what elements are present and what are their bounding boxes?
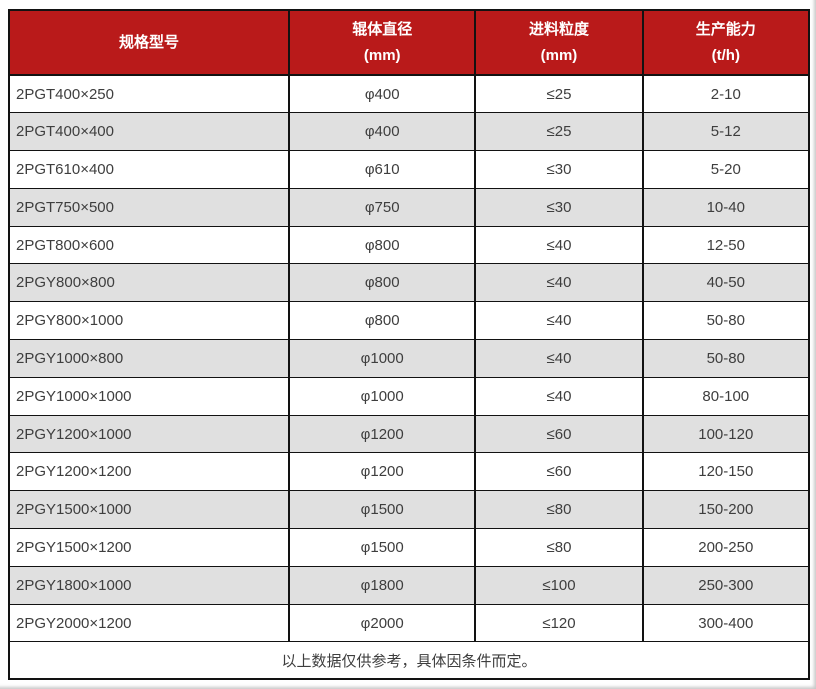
table-row: 2PGT800×600 φ800 ≤40 12-50 [8, 225, 811, 265]
cell-model: 2PGT400×400 [8, 112, 290, 152]
header-title: 进料粒度 [528, 20, 589, 38]
cell-roller-diameter: φ400 [287, 112, 477, 152]
header-unit: (t/h) [711, 46, 740, 64]
cell-capacity: 5-12 [641, 112, 811, 152]
cell-feed-size: ≤60 [474, 414, 644, 454]
footer-note: 以上数据仅供参考，具体因条件而定。 [8, 641, 810, 680]
header-title: 生产能力 [695, 20, 756, 38]
cell-feed-size: ≤25 [474, 112, 644, 152]
cell-capacity: 50-80 [641, 301, 811, 341]
cell-model: 2PGY1000×1000 [8, 376, 290, 416]
cell-capacity: 100-120 [641, 414, 811, 454]
cell-feed-size: ≤120 [474, 603, 644, 643]
header-cell-feed-size: 进料粒度 (mm) [474, 9, 644, 76]
table-row: 2PGY1200×1200 φ1200 ≤60 120-150 [8, 452, 811, 492]
cell-feed-size: ≤25 [474, 74, 644, 114]
table-header-row: 规格型号 辊体直径 (mm) 进料粒度 (mm) 生产能力 (t/h) [8, 9, 811, 76]
cell-model: 2PGY1000×800 [8, 339, 290, 378]
cell-model: 2PGY2000×1200 [8, 603, 290, 643]
table-footer-row: 以上数据仅供参考，具体因条件而定。 [8, 641, 810, 680]
cell-capacity: 12-50 [641, 225, 811, 265]
cell-model: 2PGT750×500 [8, 187, 290, 227]
cell-roller-diameter: φ1500 [287, 490, 477, 530]
cell-feed-size: ≤40 [474, 225, 644, 265]
table-row: 2PGY800×800 φ800 ≤40 40-50 [8, 263, 811, 303]
table-row: 2PGY1000×800 φ1000 ≤40 50-80 [8, 339, 811, 378]
cell-feed-size: ≤40 [474, 263, 644, 303]
cell-feed-size: ≤40 [474, 301, 644, 341]
cell-model: 2PGY1200×1000 [8, 414, 290, 454]
table-row: 2PGY1200×1000 φ1200 ≤60 100-120 [8, 414, 811, 454]
table-row: 2PGY2000×1200 φ2000 ≤120 300-400 [8, 603, 811, 643]
spec-table-body: 2PGT400×250 φ400 ≤25 2-10 2PGT400×400 φ400 ≤25… [8, 74, 811, 643]
cell-capacity: 5-20 [641, 150, 811, 189]
spec-table-foot: 以上数据仅供参考，具体因条件而定。 [8, 641, 810, 680]
cell-roller-diameter: φ800 [287, 301, 477, 341]
cell-capacity: 80-100 [641, 376, 811, 416]
cell-capacity: 50-80 [641, 339, 811, 378]
header-cell-capacity: 生产能力 (t/h) [641, 9, 811, 76]
table-row: 2PGT750×500 φ750 ≤30 10-40 [8, 187, 811, 227]
cell-capacity: 120-150 [641, 452, 811, 492]
header-cell-roller-diameter: 辊体直径 (mm) [287, 9, 477, 76]
header-cell-model: 规格型号 [8, 9, 290, 76]
cell-capacity: 2-10 [641, 74, 811, 114]
cell-capacity: 300-400 [641, 603, 811, 643]
spec-table: 规格型号 辊体直径 (mm) 进料粒度 (mm) 生产能力 (t/h) 2PGT… [8, 9, 811, 680]
cell-feed-size: ≤100 [474, 565, 644, 605]
cell-capacity: 200-250 [641, 528, 811, 567]
cell-feed-size: ≤60 [474, 452, 644, 492]
cell-feed-size: ≤80 [474, 528, 644, 567]
cell-model: 2PGY800×1000 [8, 301, 290, 341]
cell-roller-diameter: φ2000 [287, 603, 477, 643]
cell-model: 2PGY1200×1200 [8, 452, 290, 492]
table-row: 2PGY1800×1000 φ1800 ≤100 250-300 [8, 565, 811, 605]
cell-model: 2PGT800×600 [8, 225, 290, 265]
cell-model: 2PGY1500×1200 [8, 528, 290, 567]
cell-roller-diameter: φ400 [287, 74, 477, 114]
cell-model: 2PGT400×250 [8, 74, 290, 114]
header-title: 辊体直径 [352, 20, 413, 38]
cell-feed-size: ≤40 [474, 376, 644, 416]
cell-roller-diameter: φ1500 [287, 528, 477, 567]
table-row: 2PGT400×400 φ400 ≤25 5-12 [8, 112, 811, 152]
cell-roller-diameter: φ610 [287, 150, 477, 189]
cell-roller-diameter: φ800 [287, 263, 477, 303]
table-row: 2PGY1000×1000 φ1000 ≤40 80-100 [8, 376, 811, 416]
cell-model: 2PGY1800×1000 [8, 565, 290, 605]
header-title: 规格型号 [118, 33, 179, 51]
cell-roller-diameter: φ1800 [287, 565, 477, 605]
cell-capacity: 10-40 [641, 187, 811, 227]
table-row: 2PGY800×1000 φ800 ≤40 50-80 [8, 301, 811, 341]
cell-capacity: 250-300 [641, 565, 811, 605]
cell-model: 2PGY1500×1000 [8, 490, 290, 530]
cell-roller-diameter: φ1000 [287, 339, 477, 378]
cell-feed-size: ≤30 [474, 187, 644, 227]
cell-model: 2PGY800×800 [8, 263, 290, 303]
table-row: 2PGY1500×1000 φ1500 ≤80 150-200 [8, 490, 811, 530]
cell-roller-diameter: φ1200 [287, 414, 477, 454]
cell-capacity: 40-50 [641, 263, 811, 303]
table-row: 2PGT610×400 φ610 ≤30 5-20 [8, 150, 811, 189]
table-row: 2PGT400×250 φ400 ≤25 2-10 [8, 74, 811, 114]
cell-roller-diameter: φ750 [287, 187, 477, 227]
cell-roller-diameter: φ1200 [287, 452, 477, 492]
cell-roller-diameter: φ800 [287, 225, 477, 265]
cell-feed-size: ≤40 [474, 339, 644, 378]
header-unit: (mm) [540, 46, 578, 64]
header-unit: (mm) [363, 46, 401, 64]
cell-roller-diameter: φ1000 [287, 376, 477, 416]
cell-feed-size: ≤80 [474, 490, 644, 530]
table-row: 2PGY1500×1200 φ1500 ≤80 200-250 [8, 528, 811, 567]
cell-capacity: 150-200 [641, 490, 811, 530]
spec-table-head: 规格型号 辊体直径 (mm) 进料粒度 (mm) 生产能力 (t/h) [8, 9, 811, 76]
cell-feed-size: ≤30 [474, 150, 644, 189]
cell-model: 2PGT610×400 [8, 150, 290, 189]
